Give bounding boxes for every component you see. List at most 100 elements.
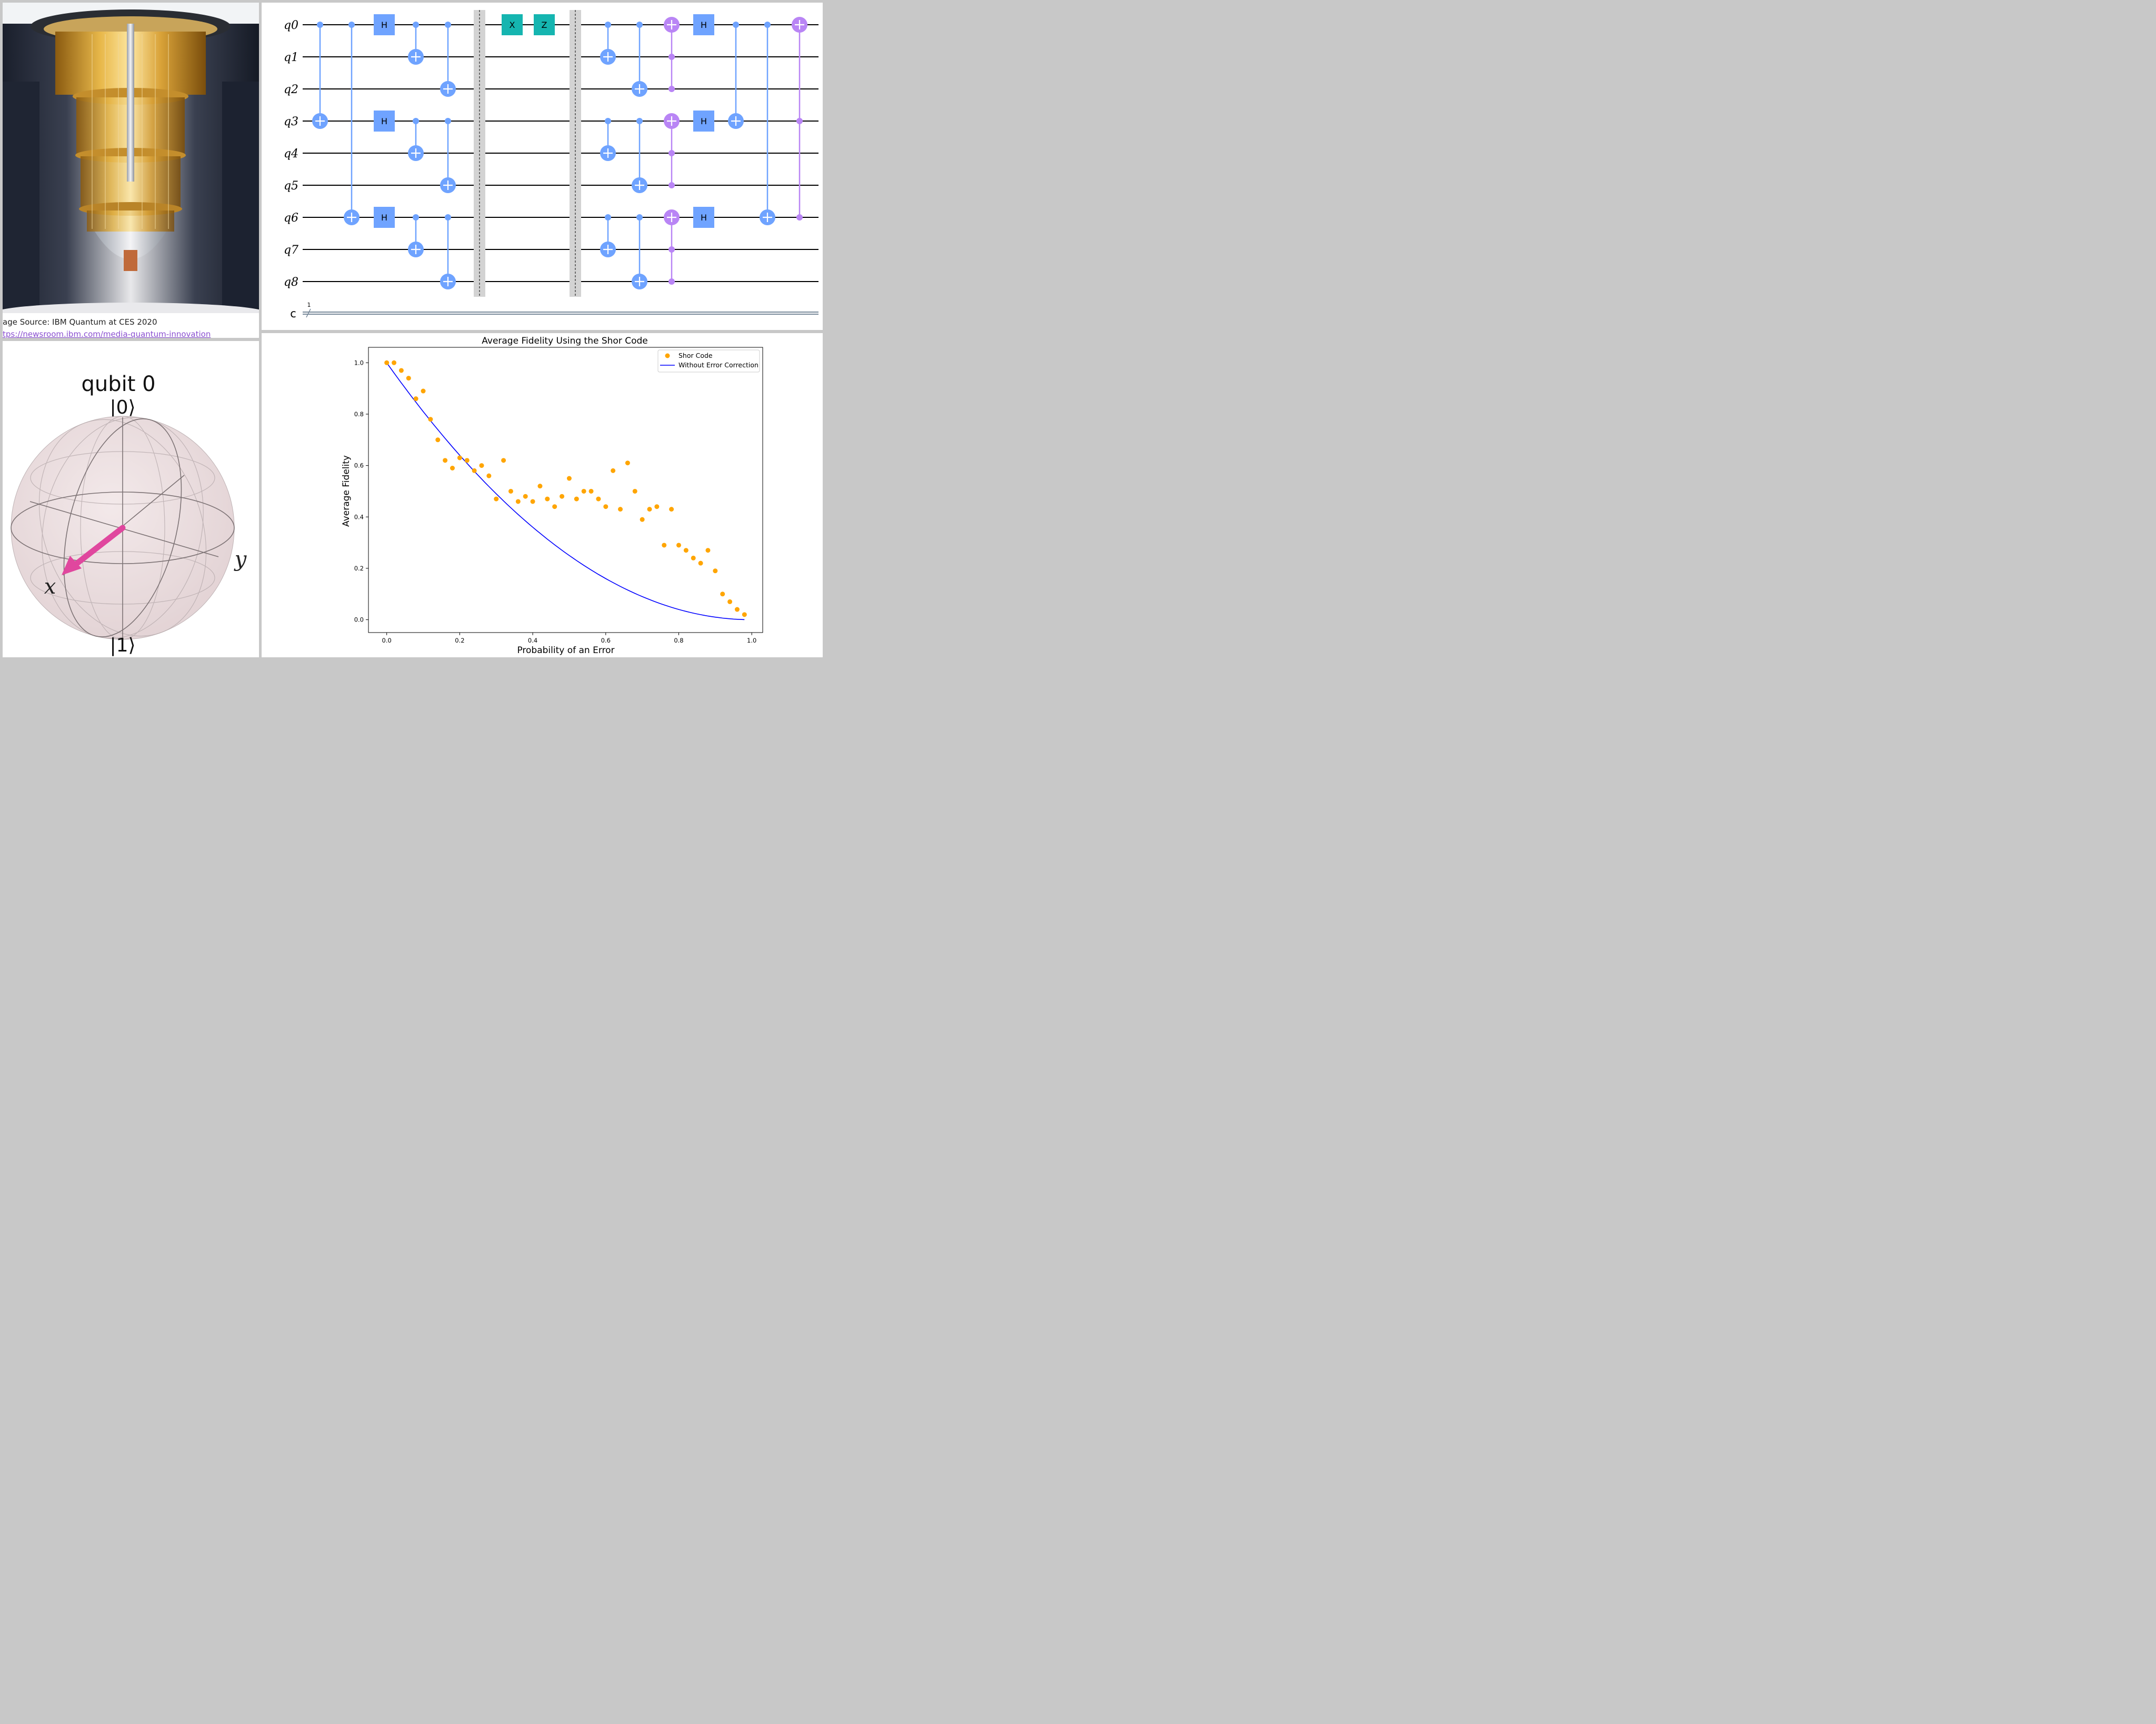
shor-code-point: [479, 463, 484, 468]
barrier: [474, 10, 485, 297]
y-tick-label: 0.4: [354, 513, 364, 520]
control-dot: [413, 118, 419, 124]
legend: Shor Code Without Error Correction: [657, 349, 760, 373]
shor-code-point: [705, 548, 711, 553]
shor-code-point: [588, 488, 594, 494]
qubit-label-6: q6: [284, 212, 298, 225]
control-dot: [796, 118, 803, 124]
qubit-label-5: q5: [284, 179, 298, 193]
y-tick-label: 0.2: [354, 565, 364, 572]
photo-panel: age Source: IBM Quantum at CES 2020 tps:…: [3, 3, 259, 338]
control-dot: [668, 246, 675, 253]
control-dot: [445, 214, 451, 220]
shor-code-point: [428, 417, 433, 422]
control-dot: [733, 22, 739, 28]
shor-code-point: [537, 484, 543, 489]
control-dot: [413, 22, 419, 28]
shor-code-point: [734, 607, 740, 612]
shor-code-point: [523, 494, 528, 499]
control-dot: [668, 150, 675, 156]
qubit-label-7: q7: [284, 244, 298, 257]
quantum-computer-photo: [3, 3, 259, 313]
shor-code-point: [486, 473, 492, 478]
h-gate-label: H: [701, 116, 707, 126]
control-dot: [668, 278, 675, 285]
circuit-panel: q0 q1 q2 q3 q4 q5 q6 q7 q8 c 1 H H H X Z H H H: [262, 3, 823, 330]
control-dot: [636, 214, 643, 220]
state-vector: [72, 525, 126, 568]
legend-label-noec: Without Error Correction: [678, 361, 758, 369]
shor-code-point: [515, 499, 521, 504]
barrier: [570, 10, 581, 297]
shor-code-point: [545, 496, 550, 502]
shor-code-point: [494, 496, 499, 502]
shor-code-point: [632, 488, 637, 494]
h-gate: [374, 14, 395, 35]
shor-code-point: [552, 504, 557, 509]
x-tick-label: 1.0: [747, 637, 756, 644]
legend-marker-shor: [665, 353, 670, 358]
shor-code-point: [384, 360, 390, 365]
shor-code-point: [443, 458, 448, 463]
qubit-label-2: q2: [284, 83, 298, 96]
control-dot: [636, 118, 643, 124]
shor-code-point: [683, 548, 688, 553]
shor-code-point: [560, 494, 565, 499]
x-tick-label: 0.4: [528, 637, 537, 644]
control-dot: [636, 22, 643, 28]
h-gate: [374, 207, 395, 228]
shor-code-point: [464, 458, 470, 463]
shor-code-point: [406, 376, 411, 381]
x-tick-label: 0.0: [382, 637, 392, 644]
chart-title: Average Fidelity Using the Shor Code: [482, 336, 647, 346]
control-dot: [445, 22, 451, 28]
x-axis-label: x: [44, 575, 56, 599]
control-dot: [668, 54, 675, 60]
control-dot: [605, 118, 611, 124]
control-dot: [413, 214, 419, 220]
shor-code-point: [501, 458, 506, 463]
h-gate-label: H: [381, 213, 387, 223]
control-dot: [317, 22, 323, 28]
x-error-gate: [502, 14, 523, 35]
x-tick-label: 0.8: [674, 637, 683, 644]
control-dot: [348, 22, 355, 28]
y-axis-label: y: [234, 547, 247, 572]
shor-code-point: [654, 504, 660, 509]
image-source-link[interactable]: tps://newsroom.ibm.com/media-quantum-inn…: [3, 329, 211, 338]
ket0-label: |0⟩: [109, 397, 135, 418]
h-gate-label: H: [381, 20, 387, 30]
shor-code-point: [566, 476, 572, 481]
classical-label: c: [290, 307, 296, 320]
shor-code-point: [435, 437, 441, 443]
shor-code-point: [457, 455, 462, 460]
h-gate: [693, 14, 714, 35]
shor-code-circuit: q0 q1 q2 q3 q4 q5 q6 q7 q8 c 1 H H H X Z H H H: [284, 10, 819, 320]
legend-box: [657, 349, 760, 373]
y-tick-label: 0.8: [354, 410, 364, 418]
ket1-label: |1⟩: [109, 635, 135, 656]
shor-code-point: [720, 592, 725, 597]
shor-code-point: [640, 517, 645, 522]
shor-code-point: [713, 568, 718, 574]
shor-code-point: [618, 507, 623, 512]
shor-code-point: [676, 543, 681, 548]
classical-bit-count: 1: [307, 302, 311, 308]
shor-code-point: [611, 468, 616, 473]
control-dot: [668, 182, 675, 188]
state-vector-head: [62, 556, 82, 575]
shor-code-point: [647, 507, 652, 512]
h-gate: [693, 111, 714, 132]
shor-code-point: [727, 599, 733, 604]
y-axis-title: Average Fidelity: [341, 455, 352, 527]
qubit-label-3: q3: [284, 115, 298, 128]
shor-code-point: [421, 388, 426, 394]
control-dot: [764, 22, 771, 28]
x-tick-label: 0.6: [601, 637, 611, 644]
shor-code-point: [625, 460, 630, 466]
shor-code-point: [669, 507, 674, 512]
y-tick-label: 0.0: [354, 616, 364, 624]
shor-code-point: [574, 496, 579, 502]
x-axis-title: Probability of an Error: [517, 645, 614, 656]
y-tick-label: 0.6: [354, 462, 364, 469]
